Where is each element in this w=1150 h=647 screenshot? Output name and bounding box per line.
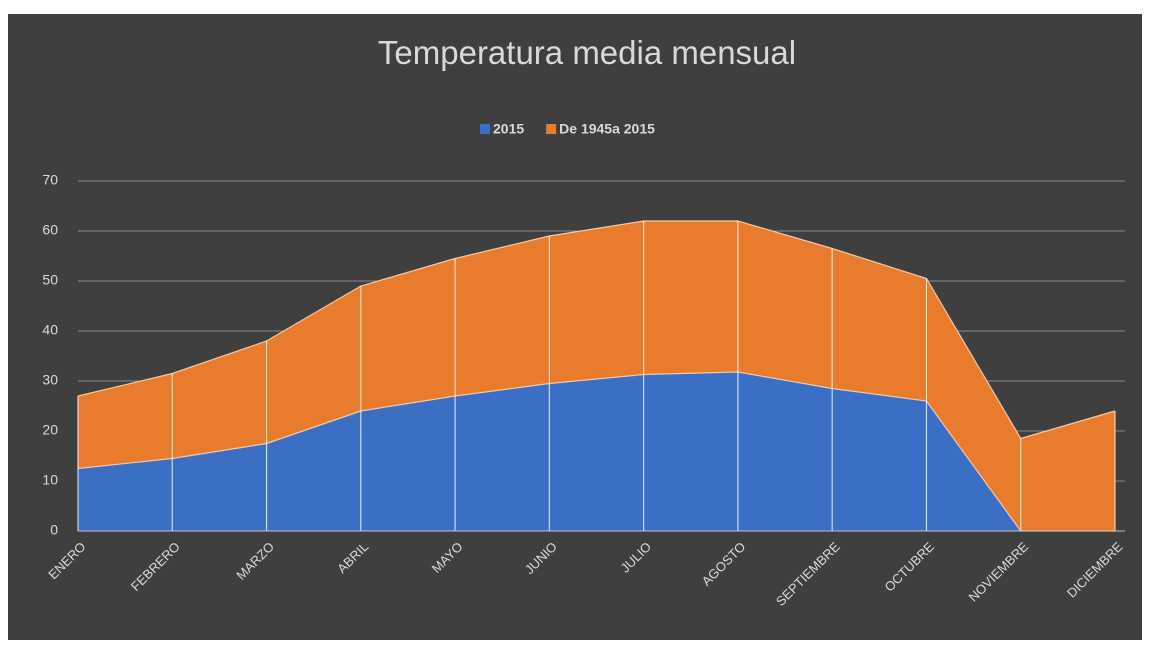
legend: 2015 De 1945a 2015: [480, 121, 655, 137]
chart-title: Temperatura media mensual: [378, 34, 796, 71]
legend-label: De 1945a 2015: [559, 121, 655, 137]
y-tick-label: 40: [42, 322, 58, 338]
area-edge: [77, 220, 1116, 440]
legend-swatch: [480, 124, 490, 134]
y-tick-label: 50: [42, 272, 58, 288]
y-tick-label: 0: [50, 522, 58, 538]
y-tick-label: 60: [42, 222, 58, 238]
area: [78, 221, 1115, 531]
legend-swatch: [546, 124, 557, 134]
y-tick-label: 20: [42, 422, 58, 438]
area: [78, 372, 1115, 531]
area-edge: [77, 371, 1115, 532]
y-tick-label: 10: [42, 472, 58, 488]
legend-label: 2015: [493, 121, 524, 137]
y-tick-label: 70: [42, 172, 58, 188]
y-tick-label: 30: [42, 372, 58, 388]
